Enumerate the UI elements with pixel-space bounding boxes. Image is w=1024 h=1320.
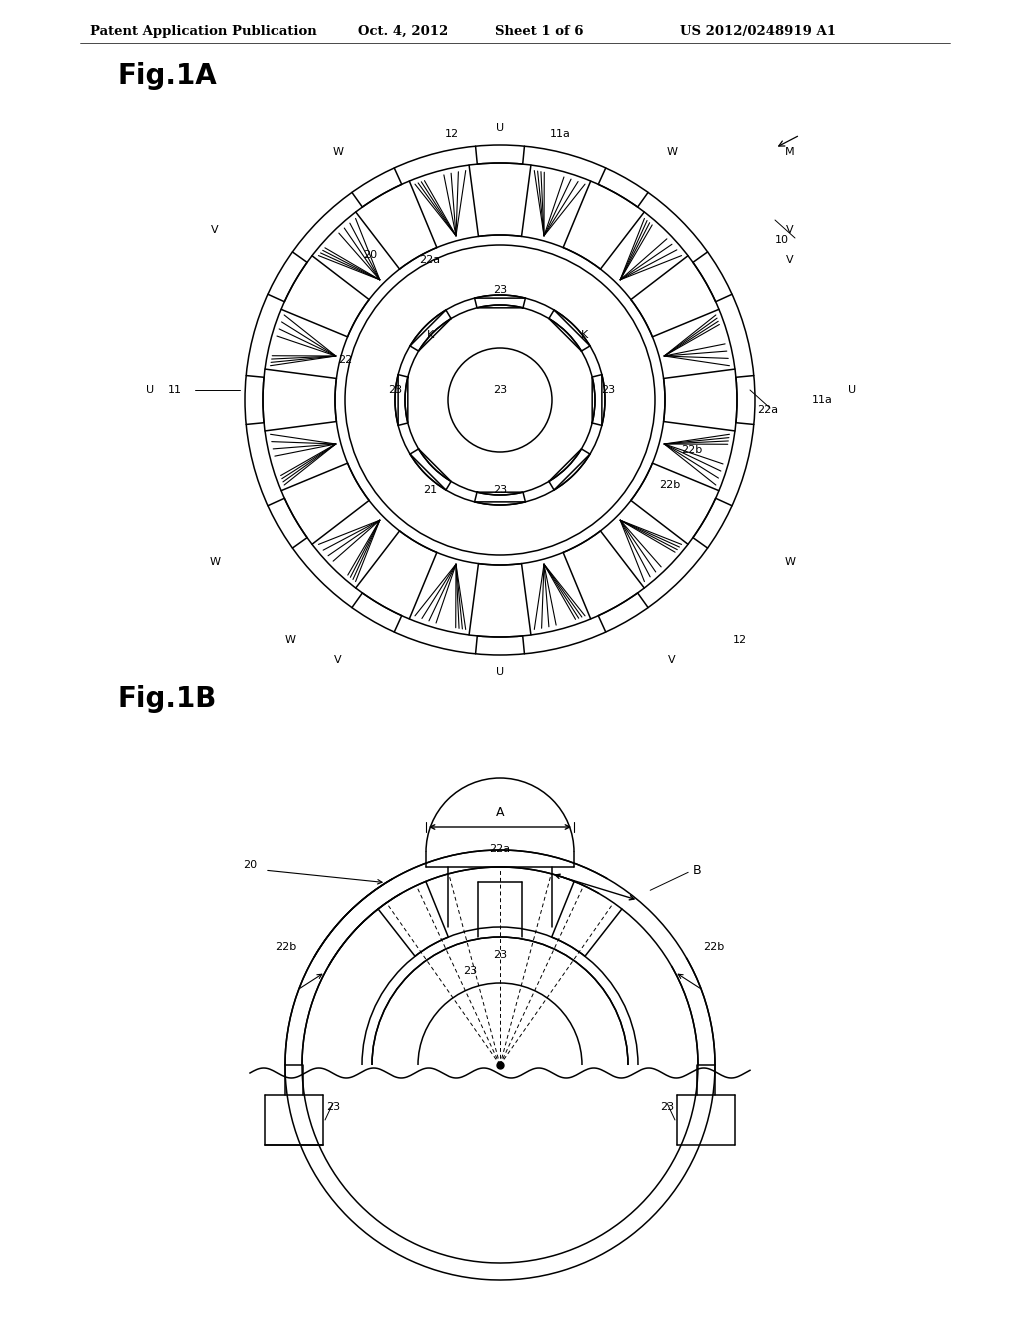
Text: 10: 10	[775, 235, 790, 246]
Text: Fig.1A: Fig.1A	[118, 62, 218, 90]
Text: B: B	[693, 863, 701, 876]
Text: 23: 23	[493, 285, 507, 294]
Text: 23: 23	[326, 1102, 340, 1111]
Text: A: A	[496, 807, 504, 818]
Text: Patent Application Publication: Patent Application Publication	[90, 25, 316, 38]
Text: 11a: 11a	[550, 129, 570, 139]
Text: 22b: 22b	[703, 941, 725, 952]
Text: Oct. 4, 2012: Oct. 4, 2012	[358, 25, 449, 38]
Text: W: W	[285, 635, 296, 645]
Text: U: U	[146, 385, 154, 395]
Text: U: U	[848, 385, 856, 395]
Text: W: W	[333, 147, 343, 157]
Text: 23: 23	[493, 484, 507, 495]
Text: 20: 20	[362, 249, 377, 260]
Text: 22b: 22b	[659, 480, 681, 490]
Text: 11: 11	[168, 385, 182, 395]
Text: 23: 23	[659, 1102, 674, 1111]
Text: V: V	[211, 224, 219, 235]
Text: 12: 12	[733, 635, 748, 645]
Text: 23: 23	[493, 385, 507, 395]
Text: W: W	[210, 557, 220, 568]
Text: US 2012/0248919 A1: US 2012/0248919 A1	[680, 25, 836, 38]
Text: K: K	[582, 330, 589, 341]
Text: 23: 23	[493, 950, 507, 960]
Text: 22b: 22b	[681, 445, 702, 455]
Text: 21: 21	[423, 484, 437, 495]
Text: W: W	[667, 147, 678, 157]
Text: V: V	[786, 255, 794, 265]
Text: 22a: 22a	[489, 843, 511, 854]
Text: U: U	[496, 123, 504, 133]
Text: V: V	[786, 224, 794, 235]
Text: V: V	[334, 655, 342, 665]
Text: 22: 22	[338, 355, 352, 366]
Text: 22b: 22b	[275, 941, 297, 952]
Text: 23: 23	[463, 966, 477, 975]
Text: 23: 23	[601, 385, 615, 395]
Text: 12: 12	[445, 129, 459, 139]
Text: 22a: 22a	[758, 405, 778, 414]
Text: W: W	[784, 557, 796, 568]
Text: 23: 23	[388, 385, 402, 395]
Text: K: K	[426, 330, 433, 341]
Text: Fig.1B: Fig.1B	[118, 685, 217, 713]
Text: Sheet 1 of 6: Sheet 1 of 6	[495, 25, 584, 38]
Text: M: M	[785, 147, 795, 157]
Text: U: U	[496, 667, 504, 677]
Text: 20: 20	[243, 861, 257, 870]
Text: 22a: 22a	[420, 255, 440, 265]
Text: 11a: 11a	[812, 395, 833, 405]
Text: V: V	[669, 655, 676, 665]
